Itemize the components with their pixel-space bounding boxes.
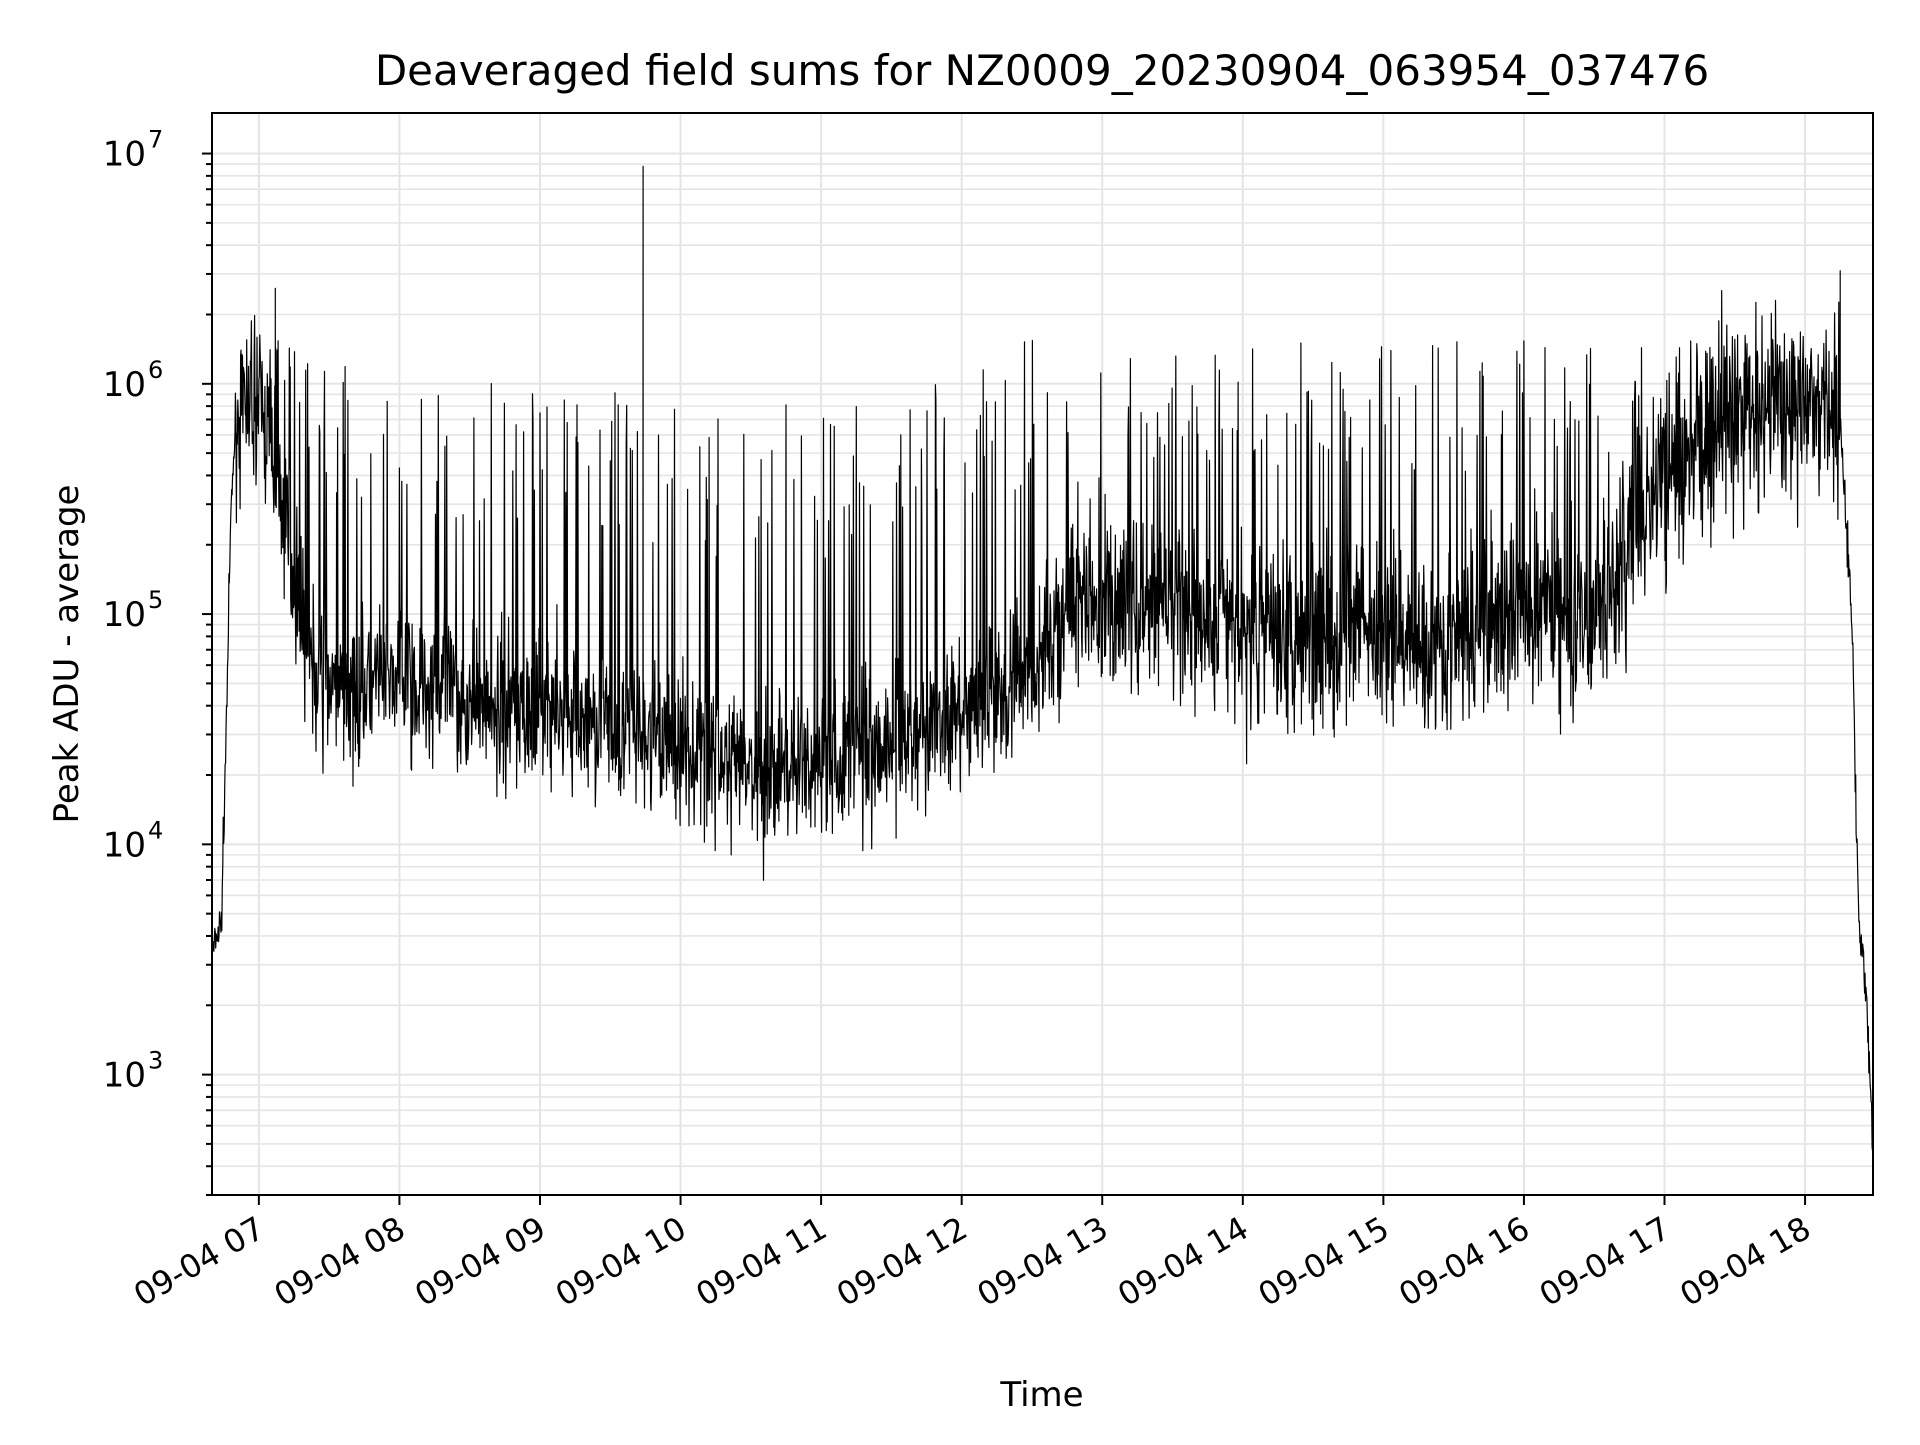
y-axis-label: Peak ADU - average (47, 485, 87, 824)
y-tick-label-exponent: 4 (148, 816, 163, 844)
y-tick-label-exponent: 7 (148, 126, 163, 154)
y-tick-label-exponent: 6 (148, 356, 163, 384)
y-tick-label: 10 (103, 1056, 146, 1096)
series-line (211, 165, 1874, 1156)
y-tick-label-exponent: 3 (148, 1047, 163, 1075)
y-tick-label: 10 (103, 135, 146, 175)
y-tick-label: 10 (103, 825, 146, 865)
plot-area (211, 165, 1874, 1156)
y-tick-label-exponent: 5 (148, 586, 163, 614)
y-tick-label: 10 (103, 365, 146, 405)
chart-title: Deaveraged field sums for NZ0009_2023090… (375, 46, 1709, 95)
y-tick-label: 10 (103, 595, 146, 635)
x-axis-label: Time (999, 1375, 1083, 1415)
axes-frame (211, 112, 1874, 1196)
